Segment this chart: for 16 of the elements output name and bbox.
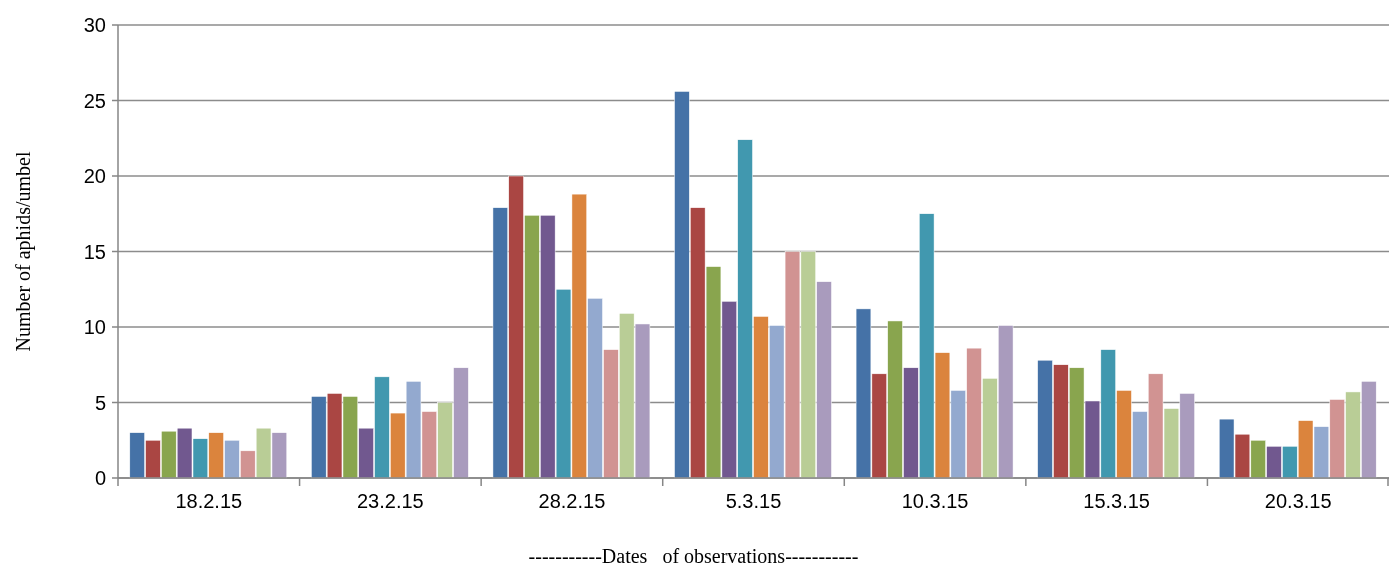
x-tick-label: 5.3.15 — [725, 490, 782, 512]
y-tick-label: 5 — [94, 391, 106, 414]
y-tick-label: 25 — [83, 89, 106, 112]
x-tick-label: 23.2.15 — [356, 490, 424, 512]
y-tick-label: 30 — [83, 14, 106, 36]
y-axis-title: Number of aphids/umbel — [12, 151, 35, 352]
y-tick-label: 10 — [83, 316, 106, 338]
x-tick-label: 15.3.15 — [1083, 490, 1151, 512]
y-tick-label: 15 — [83, 240, 106, 263]
x-axis-title: -----------Dates of observations----------- — [528, 545, 859, 567]
x-tick-label: 28.2.15 — [538, 490, 606, 512]
x-tick-label: 18.2.15 — [175, 490, 243, 512]
x-tick-label: 20.3.15 — [1264, 490, 1332, 512]
x-tick-label: 10.3.15 — [901, 490, 969, 512]
y-tick-label: 20 — [83, 165, 106, 187]
y-tick-label: 0 — [94, 467, 106, 489]
